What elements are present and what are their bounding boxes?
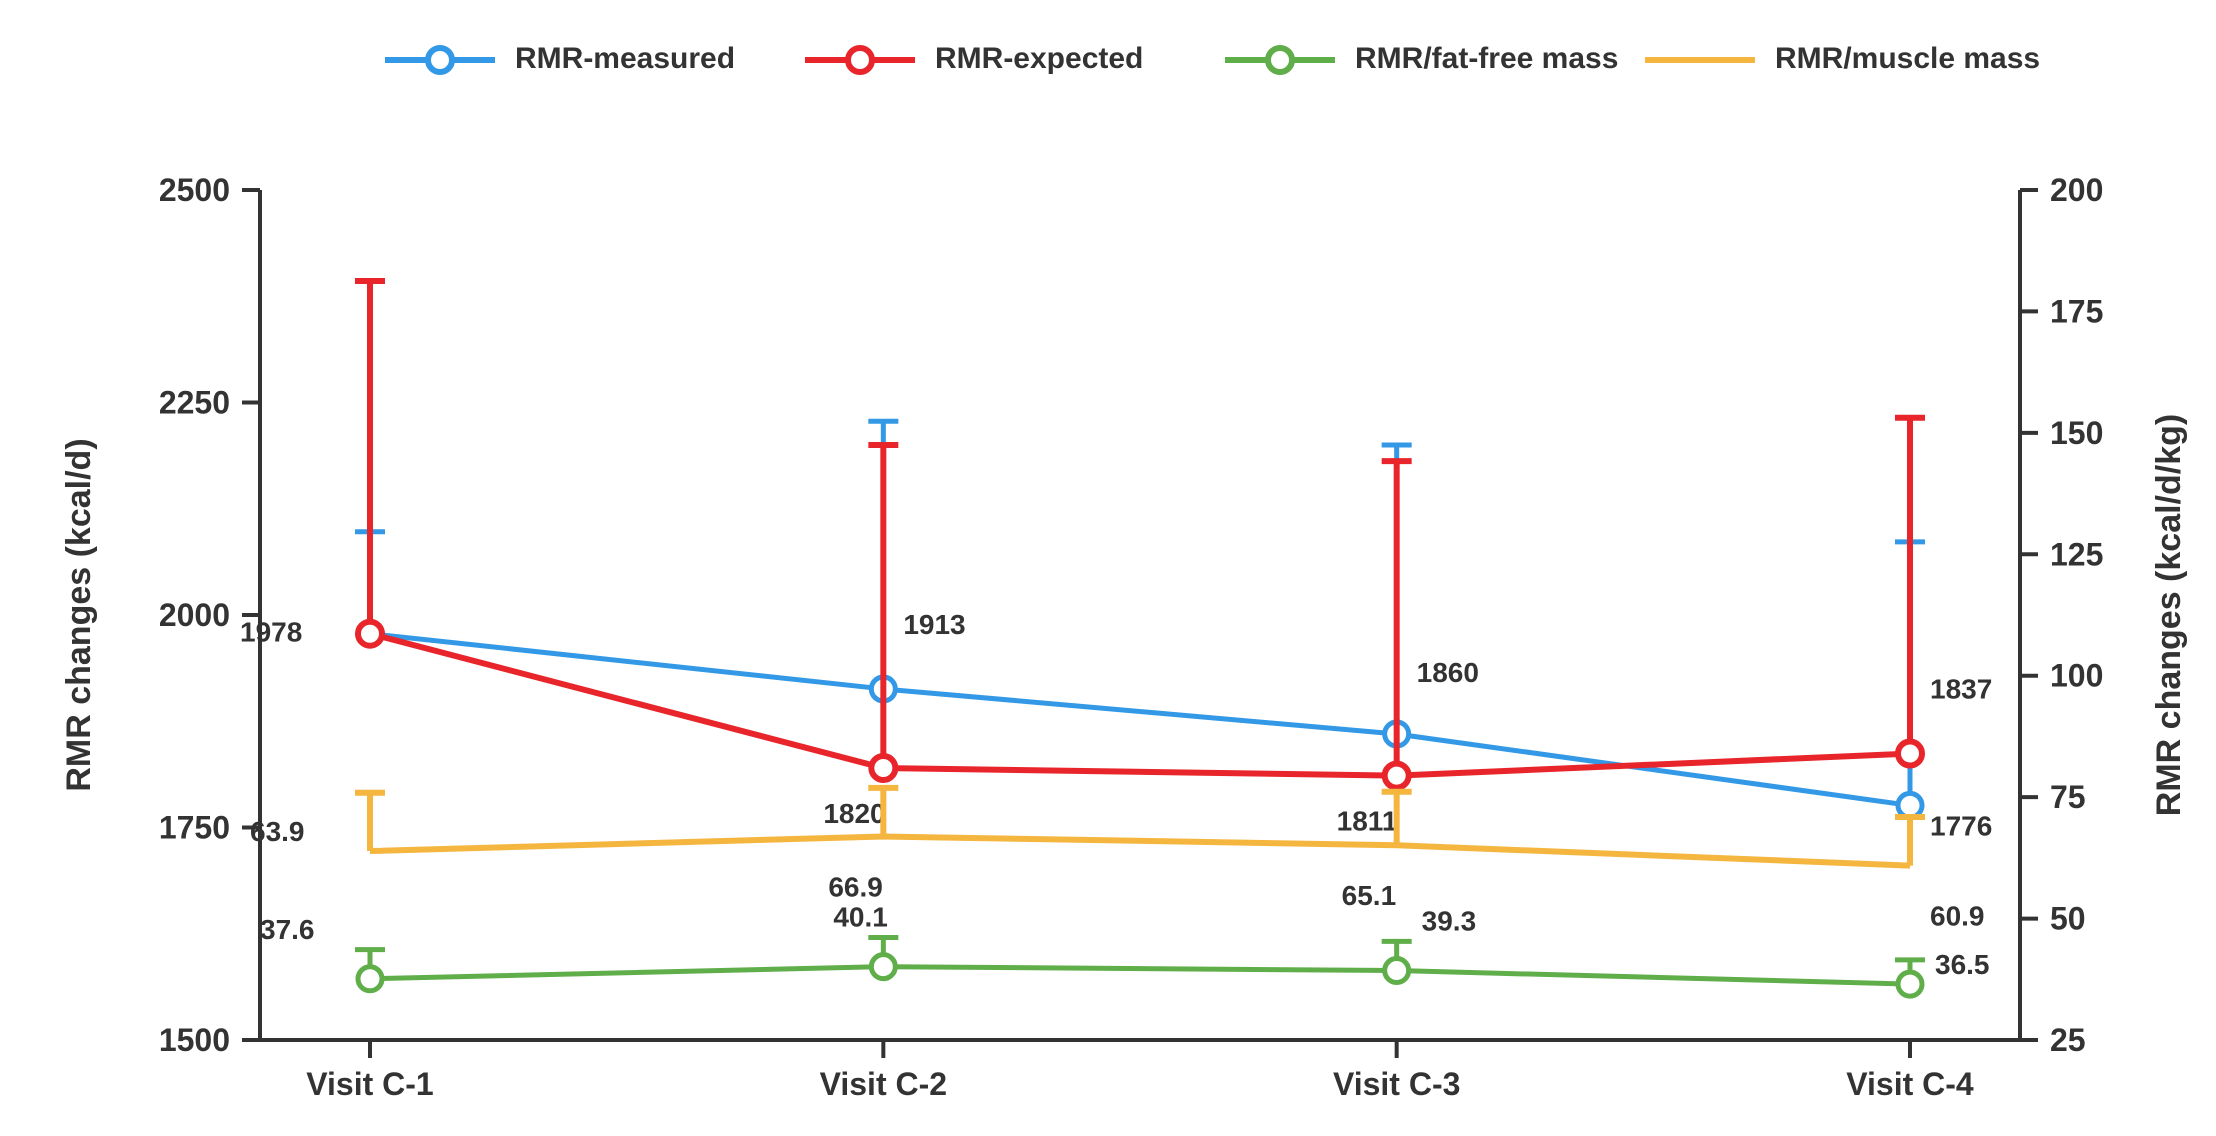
- legend-label: RMR-expected: [935, 42, 1143, 75]
- data-label: 37.6: [260, 914, 315, 945]
- data-label: 1978: [240, 617, 302, 648]
- x-tick: Visit C-3: [1333, 1066, 1460, 1102]
- legend-label: RMR/fat-free mass: [1355, 42, 1618, 75]
- y-right-tick: 175: [2050, 293, 2103, 329]
- y-right-tick: 125: [2050, 536, 2103, 572]
- y-left-tick: 1500: [159, 1022, 230, 1058]
- data-label: 1820: [823, 798, 885, 829]
- chart-svg: RMR-measured RMR-expected RMR/fat-free mas…: [0, 0, 2216, 1136]
- y-left-tick: 1750: [159, 810, 230, 846]
- y-right-tick: 150: [2050, 415, 2103, 451]
- y-right-tick: 200: [2050, 172, 2103, 208]
- data-label: 1776: [1930, 810, 1992, 841]
- y-right-tick: 75: [2050, 779, 2086, 815]
- x-tick: Visit C-2: [820, 1066, 947, 1102]
- y-left-tick: 2250: [159, 385, 230, 421]
- data-label: 39.3: [1422, 906, 1477, 937]
- y-right-tick: 100: [2050, 658, 2103, 694]
- y-left-tick: 2000: [159, 597, 230, 633]
- data-label: 40.1: [833, 902, 888, 933]
- x-tick: Visit C-4: [1846, 1066, 1974, 1102]
- data-label: 66.9: [828, 871, 883, 902]
- y-right-tick: 50: [2050, 901, 2086, 937]
- rmr-chart: RMR-measured RMR-expected RMR/fat-free mas…: [0, 0, 2216, 1136]
- data-label: 1913: [903, 609, 965, 640]
- data-label: 36.5: [1935, 949, 1990, 980]
- y-right-title: RMR changes (kcal/d/kg): [2150, 414, 2188, 816]
- data-label: 60.9: [1930, 901, 1985, 932]
- data-label: 63.9: [250, 816, 305, 847]
- x-tick: Visit C-1: [306, 1066, 433, 1102]
- legend-label: RMR/muscle mass: [1775, 42, 2040, 75]
- data-label: 1837: [1930, 674, 1992, 705]
- y-left-tick: 2500: [159, 172, 230, 208]
- data-label: 1860: [1417, 657, 1479, 688]
- data-label: 65.1: [1342, 880, 1397, 911]
- y-right-tick: 25: [2050, 1022, 2086, 1058]
- legend-label: RMR-measured: [515, 42, 735, 75]
- y-left-title: RMR changes (kcal/d): [60, 438, 98, 791]
- data-label: 1811: [1337, 806, 1398, 837]
